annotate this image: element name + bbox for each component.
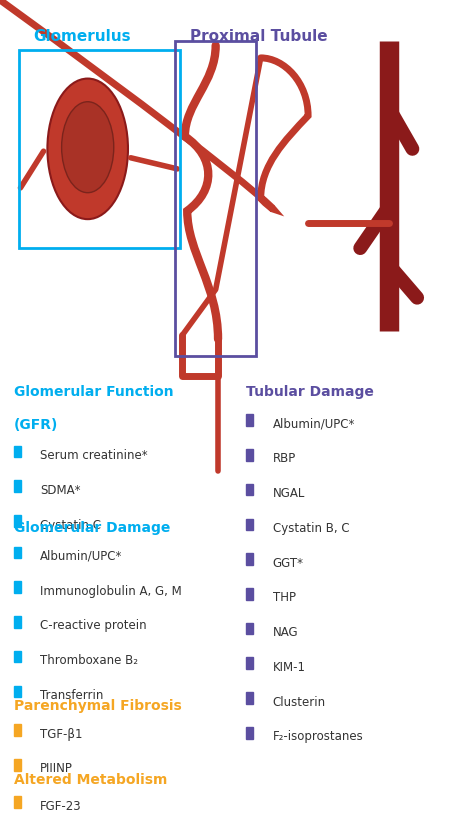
Text: Glomerular Function: Glomerular Function bbox=[14, 385, 174, 399]
Text: C-reactive protein: C-reactive protein bbox=[40, 619, 147, 633]
Bar bbox=[14, 480, 21, 492]
Bar bbox=[246, 553, 253, 565]
Text: SDMA*: SDMA* bbox=[40, 484, 81, 497]
Text: RBP: RBP bbox=[273, 452, 296, 466]
Text: FGF-23: FGF-23 bbox=[40, 800, 82, 813]
Text: TGF-β1: TGF-β1 bbox=[40, 728, 83, 741]
Text: THP: THP bbox=[273, 591, 296, 605]
Bar bbox=[246, 727, 253, 739]
Bar bbox=[14, 581, 21, 593]
Text: Clusterin: Clusterin bbox=[273, 696, 326, 709]
Bar bbox=[14, 686, 21, 697]
Text: Albumin/UPC*: Albumin/UPC* bbox=[40, 550, 123, 563]
Circle shape bbox=[62, 102, 114, 193]
Text: Thromboxane B₂: Thromboxane B₂ bbox=[40, 654, 138, 667]
Bar bbox=[246, 692, 253, 704]
Bar bbox=[14, 759, 21, 771]
Text: F₂-isoprostanes: F₂-isoprostanes bbox=[273, 730, 363, 743]
Bar bbox=[246, 623, 253, 634]
Bar bbox=[246, 449, 253, 461]
Bar bbox=[246, 657, 253, 669]
Text: Serum creatinine*: Serum creatinine* bbox=[40, 449, 148, 462]
Text: KIM-1: KIM-1 bbox=[273, 661, 306, 674]
Bar bbox=[14, 515, 21, 527]
Bar bbox=[246, 588, 253, 600]
Bar bbox=[246, 519, 253, 530]
Bar bbox=[14, 446, 21, 457]
Bar bbox=[14, 547, 21, 558]
Text: Altered Metabolism: Altered Metabolism bbox=[14, 773, 168, 787]
Text: Glomerular Damage: Glomerular Damage bbox=[14, 521, 171, 535]
Text: (GFR): (GFR) bbox=[14, 418, 59, 432]
Text: NGAL: NGAL bbox=[273, 487, 305, 500]
Bar bbox=[246, 414, 253, 426]
Text: Cystatin C: Cystatin C bbox=[40, 519, 101, 532]
Text: Cystatin B, C: Cystatin B, C bbox=[273, 522, 349, 535]
Bar bbox=[14, 796, 21, 808]
Text: GGT*: GGT* bbox=[273, 557, 303, 570]
Bar bbox=[14, 616, 21, 628]
Text: Tubular Damage: Tubular Damage bbox=[246, 385, 374, 399]
Bar bbox=[14, 651, 21, 662]
Bar bbox=[14, 724, 21, 736]
Bar bbox=[246, 484, 253, 495]
Text: Albumin/UPC*: Albumin/UPC* bbox=[273, 418, 355, 431]
Text: Glomerulus: Glomerulus bbox=[33, 29, 131, 44]
Text: PIIINP: PIIINP bbox=[40, 762, 73, 776]
Text: NAG: NAG bbox=[273, 626, 298, 639]
Text: Immunoglobulin A, G, M: Immunoglobulin A, G, M bbox=[40, 585, 182, 598]
Text: Proximal Tubule: Proximal Tubule bbox=[190, 29, 327, 44]
Text: Parenchymal Fibrosis: Parenchymal Fibrosis bbox=[14, 699, 182, 713]
Text: Transferrin: Transferrin bbox=[40, 689, 104, 702]
Circle shape bbox=[47, 79, 128, 219]
